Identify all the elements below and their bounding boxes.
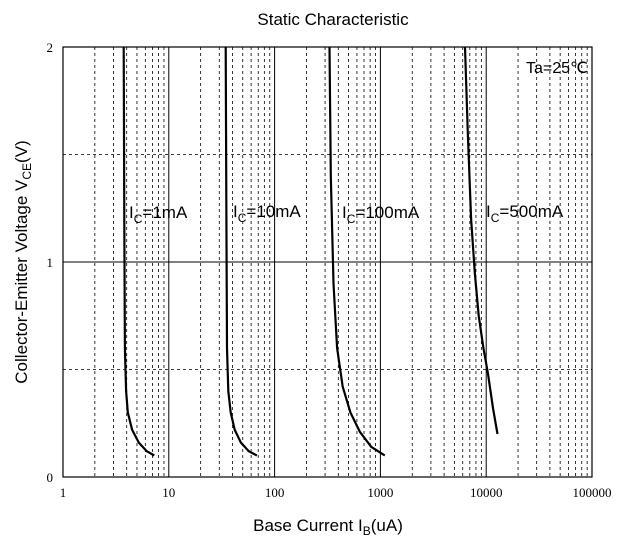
series-label-sub: C xyxy=(491,211,500,225)
series-label-value: =100mA xyxy=(355,203,419,222)
series-label-main: I xyxy=(486,202,491,221)
y-tick-label: 0 xyxy=(47,470,54,485)
curve-labels: IC=1mA IC=10mA IC=100mA IC=500mA xyxy=(129,202,564,226)
y-axis-label-sub: CE xyxy=(20,163,34,180)
series-line-ic-100ma xyxy=(328,46,386,457)
series-label-main: I xyxy=(233,202,238,221)
series-label-main: I xyxy=(129,203,134,222)
series-label-sub: C xyxy=(347,212,356,226)
x-tick-label: 10000 xyxy=(470,485,503,500)
x-axis-label-sub: B xyxy=(363,524,371,538)
series-label: IC=10mA xyxy=(233,202,301,225)
x-axis-label-main: Base Current I xyxy=(253,516,363,535)
y-axis-label-main: Collector-Emitter Voltage V xyxy=(12,179,31,384)
x-tick-label: 1 xyxy=(60,485,67,500)
chart-title: Static Characteristic xyxy=(257,10,409,29)
series-label-value: =1mA xyxy=(142,203,188,222)
x-axis-title: Base Current IB(uA) xyxy=(253,516,403,538)
series-label-value: =10mA xyxy=(246,202,301,221)
series-label: IC=500mA xyxy=(486,202,564,225)
series-label: IC=1mA xyxy=(129,203,188,226)
series-label: IC=100mA xyxy=(342,203,420,226)
series-label-sub: C xyxy=(134,212,143,226)
x-tick-label: 100000 xyxy=(573,485,612,500)
y-axis-label-unit: (V) xyxy=(12,140,31,163)
curves xyxy=(122,46,499,457)
x-axis-label-unit: (uA) xyxy=(371,516,403,535)
x-tick-label: 100 xyxy=(265,485,285,500)
temperature-annotation: Ta=25℃ xyxy=(526,60,588,77)
series-line-ic-10ma xyxy=(224,46,258,457)
y-tick-label: 1 xyxy=(47,255,54,270)
x-tick-label: 1000 xyxy=(367,485,393,500)
series-label-sub: C xyxy=(238,211,247,225)
series-label-value: =500mA xyxy=(499,202,563,221)
y-tick-label: 2 xyxy=(47,40,54,55)
x-tick-label: 10 xyxy=(162,485,175,500)
grid xyxy=(63,47,592,477)
series-line-ic-1ma xyxy=(122,46,155,457)
series-label-main: I xyxy=(342,203,347,222)
plot-frame xyxy=(62,46,593,478)
y-axis-title: Collector-Emitter Voltage VCE(V) xyxy=(12,140,34,383)
series-line-ic-500ma xyxy=(463,46,499,435)
